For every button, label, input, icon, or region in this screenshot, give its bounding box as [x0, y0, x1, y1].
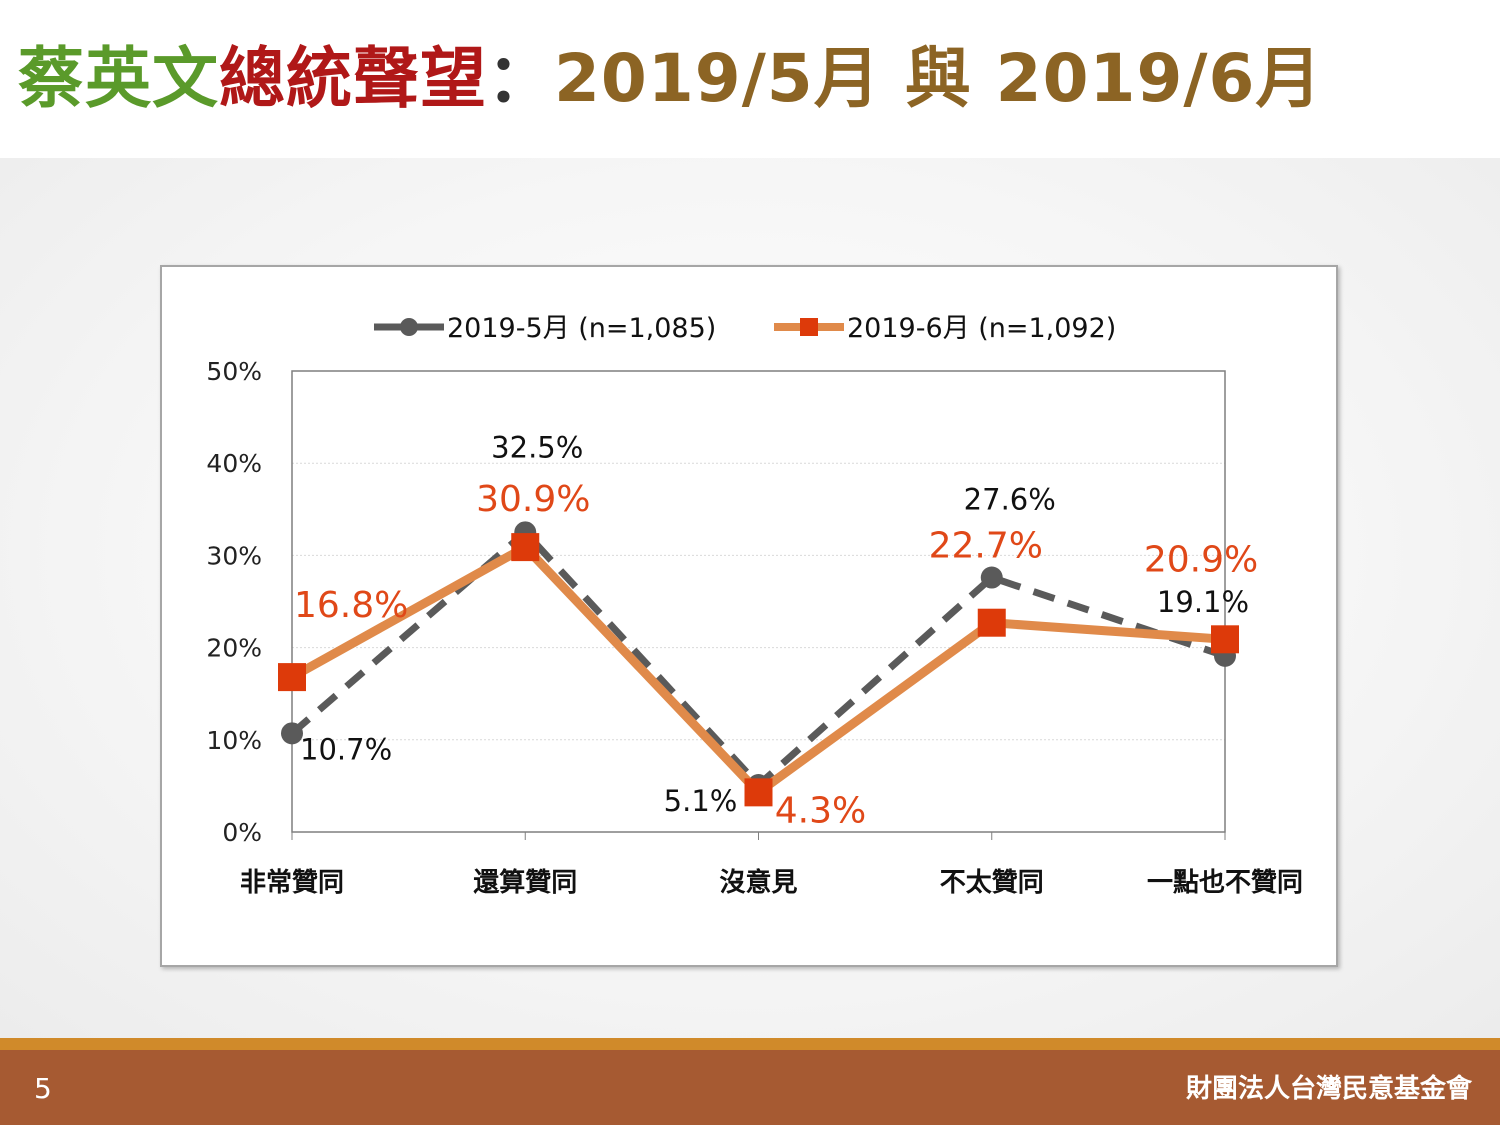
x-tick-label: 非常贊同	[240, 868, 344, 898]
series-june-point	[744, 778, 773, 807]
page-title: 蔡英文總統聲望：2019/5月 與 2019/6月	[18, 46, 1322, 112]
series-may-line	[289, 527, 1227, 790]
x-tick-label: 一點也不贊同	[1147, 868, 1303, 898]
footer-bar	[0, 1050, 1500, 1125]
line-chart: 0% 10% 20% 30% 40% 50% 非常贊同 還算贊同 沒意見 不太贊同 一點也不贊同 10…	[206, 313, 1303, 898]
series-june-point	[1211, 625, 1239, 654]
legend-may-marker	[400, 318, 418, 336]
x-tick-label: 還算贊同	[473, 867, 577, 898]
x-tick-label: 不太贊同	[940, 868, 1044, 898]
series-june-line	[289, 541, 1226, 799]
title-part-colon: ：	[487, 40, 554, 117]
data-label-june: 22.7%	[929, 526, 1043, 567]
chart-frame: 0% 10% 20% 30% 40% 50% 非常贊同 還算贊同 沒意見 不太贊同 一點也不贊同 10…	[160, 265, 1338, 967]
data-label-may: 32.5%	[491, 430, 583, 464]
footer-accent-line	[0, 1038, 1500, 1050]
title-part-dates: 2019/5月 與 2019/6月	[554, 40, 1323, 117]
data-label-june: 4.3%	[775, 790, 866, 831]
y-tick-label: 10%	[206, 726, 262, 755]
data-label-may: 10.7%	[300, 732, 392, 766]
data-label-may: 27.6%	[964, 483, 1056, 517]
legend-may-label: 2019-5月 (n=1,085)	[447, 313, 716, 344]
organization-name: 財團法人台灣民意基金會	[1185, 1074, 1472, 1104]
data-label-june: 20.9%	[1144, 539, 1258, 580]
title-part-topic: 總統聲望	[219, 40, 487, 117]
legend-june-label: 2019-6月 (n=1,092)	[847, 313, 1116, 344]
series-may-point	[980, 566, 1003, 589]
title-bar: 蔡英文總統聲望：2019/5月 與 2019/6月	[0, 0, 1500, 158]
legend-june-marker	[800, 318, 818, 336]
data-label-may: 5.1%	[664, 784, 738, 818]
x-tick-label: 沒意見	[719, 867, 797, 898]
title-part-name: 蔡英文	[18, 40, 219, 117]
y-tick-label: 40%	[206, 449, 262, 478]
series-june-point	[511, 533, 540, 562]
y-tick-label: 50%	[206, 357, 262, 386]
data-label-june: 16.8%	[294, 585, 408, 626]
page-number: 5	[34, 1072, 52, 1105]
data-label-june: 30.9%	[476, 479, 590, 520]
y-tick-label: 20%	[206, 634, 262, 663]
data-label-may: 19.1%	[1157, 585, 1249, 619]
series-june-point	[977, 608, 1006, 637]
y-tick-label: 0%	[222, 818, 262, 847]
series-may-point	[281, 722, 303, 745]
y-tick-label: 30%	[206, 541, 262, 570]
series-june-point	[278, 663, 306, 692]
